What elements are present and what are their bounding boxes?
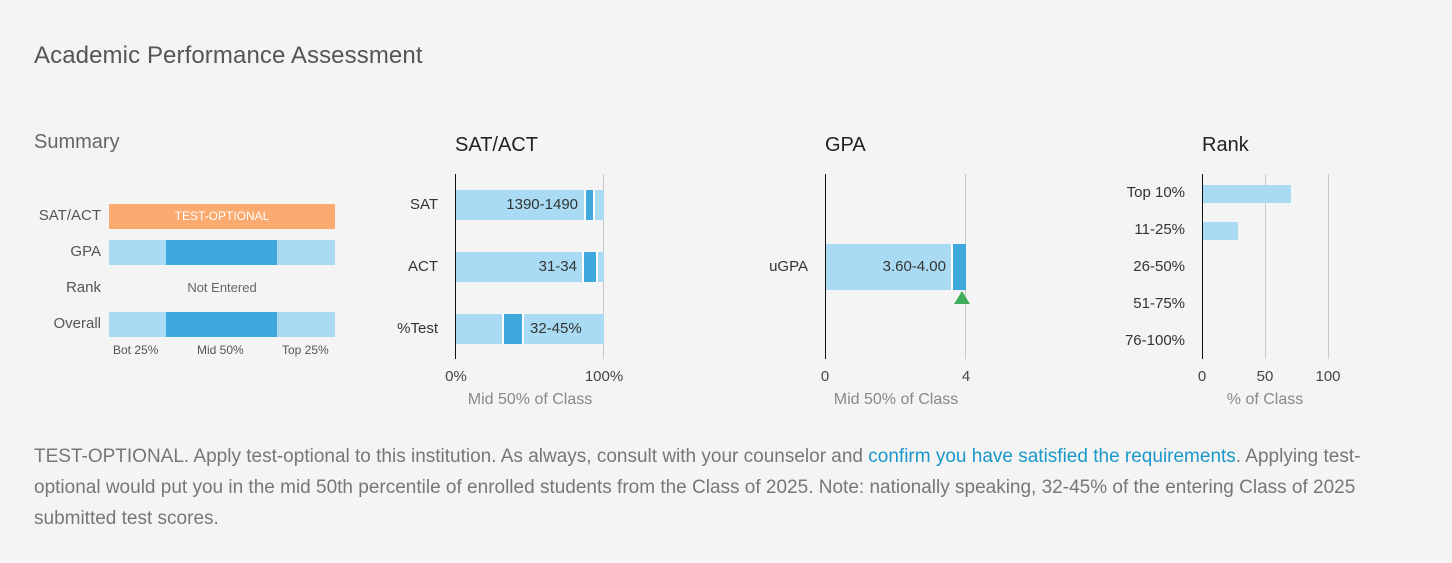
gpa-bar-ugpa-sep	[951, 244, 953, 290]
gpa-y-axis	[825, 174, 826, 359]
gpa-caption: Mid 50% of Class	[833, 391, 959, 408]
satact-bar-test: 32-45%	[456, 314, 604, 344]
satact-title: SAT/ACT	[455, 134, 538, 156]
rank-label-3: 26-50%	[1133, 258, 1185, 275]
summary-bar-overall-mid	[166, 312, 277, 337]
rank-y-axis	[1202, 174, 1203, 359]
satact-bar-sat: 1390-1490	[456, 190, 604, 220]
summary-label-gpa: GPA	[70, 243, 101, 260]
rank-bar-2	[1203, 222, 1239, 240]
summary-bar-gpa-mid	[166, 240, 277, 265]
satact-y-axis	[455, 174, 456, 359]
summary-bar-gpa	[109, 240, 335, 265]
satact-label-test: %Test	[397, 320, 438, 337]
gpa-tick-4: 4	[961, 368, 971, 385]
rank-label-4: 51-75%	[1133, 295, 1185, 312]
satact-bar-sat-sep2	[593, 190, 595, 220]
summary-axis-top: Top 25%	[282, 343, 329, 357]
satact-bar-sat-range: 1390-1490	[506, 196, 578, 213]
gpa-bar-ugpa: 3.60-4.00	[826, 244, 966, 290]
satact-bar-test-range: 32-45%	[530, 320, 582, 337]
summary-bar-satact: TEST-OPTIONAL	[109, 204, 335, 229]
description-text-2: . Applying test-optional would put you i…	[34, 446, 1361, 529]
satact-bar-act-sep2	[596, 252, 598, 282]
satact-bar-act: 31-34	[456, 252, 604, 282]
rank-label-5: 76-100%	[1124, 332, 1185, 349]
summary-label-overall: Overall	[53, 315, 101, 332]
description-text-1: TEST-OPTIONAL. Apply test-optional to th…	[34, 446, 869, 467]
gpa-title: GPA	[825, 134, 866, 156]
requirements-link[interactable]: confirm you have satisfied the requireme…	[868, 446, 1236, 467]
satact-label-act: ACT	[408, 258, 438, 275]
satact-label-sat: SAT	[409, 196, 438, 213]
satact-bar-test-sep	[502, 314, 504, 344]
gpa-label-ugpa: uGPA	[769, 258, 808, 275]
satact-bar-act-sep	[582, 252, 584, 282]
rank-grid-100	[1328, 174, 1329, 359]
summary-label-satact: SAT/ACT	[38, 207, 101, 224]
rank-tick-100: 100	[1315, 368, 1341, 385]
gpa-bar-ugpa-mid	[953, 244, 966, 290]
summary-rank-not-entered: Not Entered	[187, 280, 257, 295]
rank-tick-0: 0	[1197, 368, 1207, 385]
rank-label-2: 11-25%	[1134, 221, 1185, 238]
rank-caption: % of Class	[1226, 391, 1304, 408]
rank-tick-50: 50	[1256, 368, 1274, 385]
rank-grid-50	[1265, 174, 1266, 359]
gpa-tick-0: 0	[820, 368, 830, 385]
description: TEST-OPTIONAL. Apply test-optional to th…	[34, 441, 1414, 534]
satact-caption: Mid 50% of Class	[467, 391, 593, 408]
gpa-marker-triangle	[954, 291, 970, 304]
rank-bar-1	[1203, 185, 1292, 203]
gpa-bar-ugpa-range: 3.60-4.00	[882, 258, 946, 275]
satact-bar-test-sep2	[522, 314, 524, 344]
satact-bar-act-mid	[584, 252, 596, 282]
rank-title: Rank	[1202, 134, 1249, 156]
satact-tick-100: 100%	[584, 368, 624, 385]
page-title: Academic Performance Assessment	[34, 42, 423, 69]
summary-axis-mid: Mid 50%	[197, 343, 244, 357]
satact-bar-sat-mid	[586, 190, 593, 220]
satact-tick-0: 0%	[445, 368, 467, 385]
rank-label-1: Top 10%	[1126, 184, 1185, 201]
satact-bar-sat-sep	[584, 190, 586, 220]
summary-bar-overall	[109, 312, 335, 337]
summary-axis-bot: Bot 25%	[113, 343, 159, 357]
summary-label-rank: Rank	[65, 279, 101, 296]
summary-title: Summary	[34, 131, 120, 153]
satact-bar-act-range: 31-34	[538, 258, 577, 275]
satact-bar-test-mid	[504, 314, 522, 344]
